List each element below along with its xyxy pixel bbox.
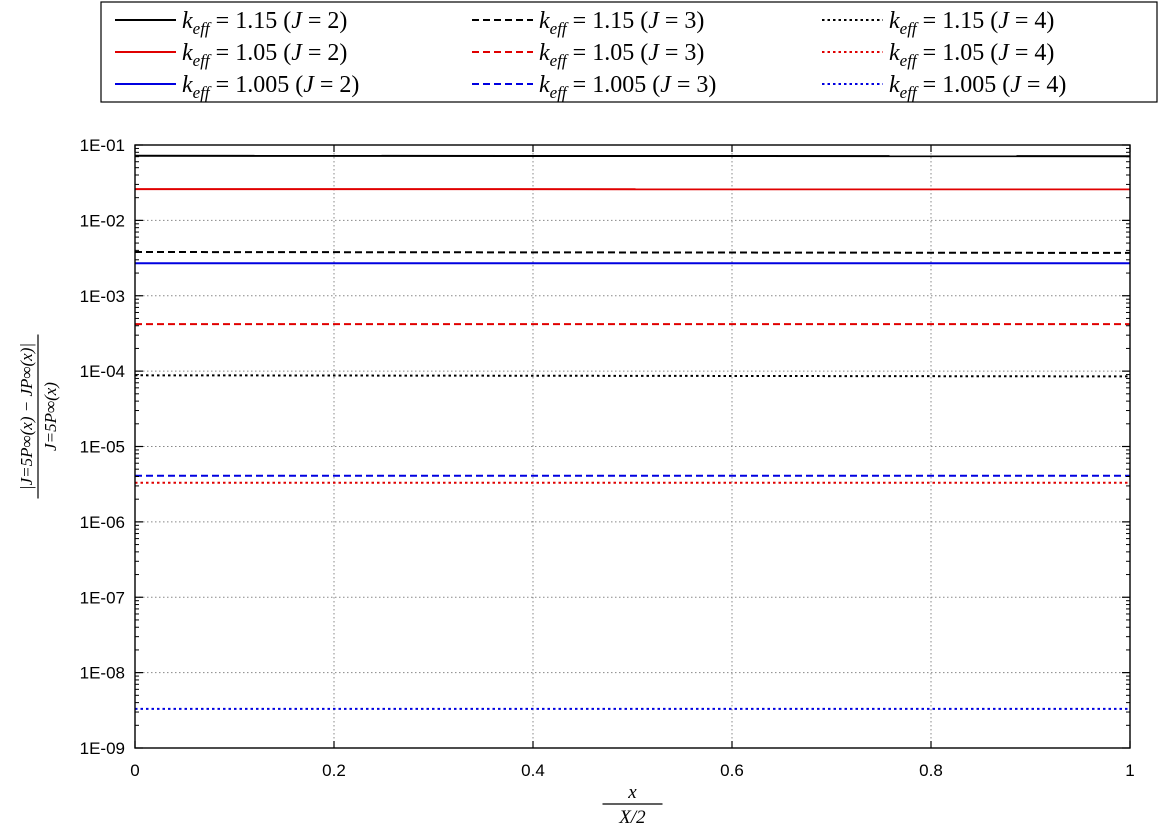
legend: keff = 1.15 (J = 2) keff = 1.15 (J = 3) ke…	[100, 1, 1158, 103]
y-axis-label-denominator: J=5P∞(x)	[41, 382, 60, 451]
legend-box	[100, 1, 1158, 103]
x-tick-label: 0.8	[919, 761, 943, 780]
y-axis-label-numerator: |J=5P∞(x) − JP∞(x)|	[17, 343, 36, 490]
x-tick-label: 0.6	[720, 761, 744, 780]
legend-label: keff = 1.15 (J = 3)	[539, 8, 704, 38]
legend-label: keff = 1.15 (J = 2)	[182, 8, 347, 38]
grid-lines	[135, 145, 1130, 748]
series-lines	[134, 154, 1131, 710]
x-tick-label: 0.2	[322, 761, 346, 780]
y-tick-label: 1E-06	[80, 513, 125, 532]
series-line-keff-1.15-j4	[134, 374, 1131, 378]
x-tick-label: 0	[130, 761, 139, 780]
axis-ticks: 0 0.2 0.4 0.6 0.8 1 1E-01 1E-02 1E-03 1E-04 1E-05 1…	[80, 136, 1135, 780]
x-tick-label: 0.4	[521, 761, 545, 780]
y-tick-label: 1E-07	[80, 588, 125, 607]
x-axis-label-numerator: x	[627, 782, 637, 803]
axis-labels: x X/2 |J=5P∞(x) − JP∞(x)| J=5P∞(x)	[17, 334, 663, 828]
y-tick-label: 1E-08	[80, 664, 125, 683]
x-tick-label: 1	[1125, 761, 1134, 780]
legend-label: keff = 1.005 (J = 4)	[889, 72, 1066, 102]
y-tick-label: 1E-02	[80, 211, 125, 230]
y-axis-label: |J=5P∞(x) − JP∞(x)| J=5P∞(x)	[17, 334, 60, 499]
legend-label: keff = 1.005 (J = 2)	[182, 72, 359, 102]
legend-label: keff = 1.05 (J = 3)	[539, 40, 704, 70]
legend-label: keff = 1.05 (J = 2)	[182, 40, 347, 70]
legend-label: keff = 1.15 (J = 4)	[889, 8, 1054, 38]
y-tick-label: 1E-09	[80, 739, 125, 758]
legend-label: keff = 1.05 (J = 4)	[889, 40, 1054, 70]
series-line-keff-1.15-j3	[134, 251, 1131, 254]
y-tick-label: 1E-03	[80, 287, 125, 306]
y-tick-label: 1E-05	[80, 438, 125, 457]
y-tick-label: 1E-01	[80, 136, 125, 155]
x-axis-label-denominator: X/2	[618, 807, 646, 828]
y-tick-label: 1E-04	[80, 362, 125, 381]
legend-label: keff = 1.005 (J = 3)	[539, 72, 716, 102]
